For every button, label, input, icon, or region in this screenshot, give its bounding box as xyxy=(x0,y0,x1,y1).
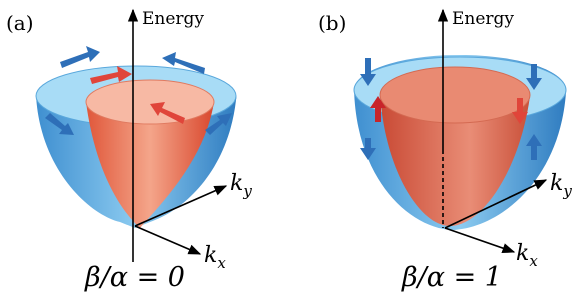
axis-label: kx xyxy=(516,241,538,270)
axis-label: Energy xyxy=(142,9,204,29)
symbol: k xyxy=(550,171,563,196)
symbol: k xyxy=(516,241,529,266)
axis-label: kx xyxy=(204,243,226,272)
inner-rim xyxy=(86,80,214,124)
symbol: k xyxy=(204,243,217,268)
axis-label: ky xyxy=(230,171,252,200)
subscript: y xyxy=(562,182,572,200)
axis-label: Energy xyxy=(452,9,514,29)
panel-b: (b) Energy ky kx β/α = 1 xyxy=(318,9,572,293)
kx-axis xyxy=(135,226,200,254)
panel-label: (a) xyxy=(6,11,34,35)
kx-axis xyxy=(445,228,514,252)
caption: β/α = 1 xyxy=(401,262,502,293)
panel-a: (a) Energy ky kx β/α = 0 xyxy=(6,9,252,293)
figure: (a) Energy ky kx β/α = 0 (b) Energy ky k… xyxy=(0,0,582,295)
symbol: k xyxy=(230,171,243,196)
subscript: x xyxy=(529,252,538,270)
caption: β/α = 0 xyxy=(84,262,185,293)
inner-rim xyxy=(380,67,530,123)
panel-label: (b) xyxy=(318,11,346,35)
subscript: y xyxy=(242,182,252,200)
subscript: x xyxy=(217,254,226,272)
spin-arrow xyxy=(60,46,100,68)
axis-label: ky xyxy=(550,171,572,200)
